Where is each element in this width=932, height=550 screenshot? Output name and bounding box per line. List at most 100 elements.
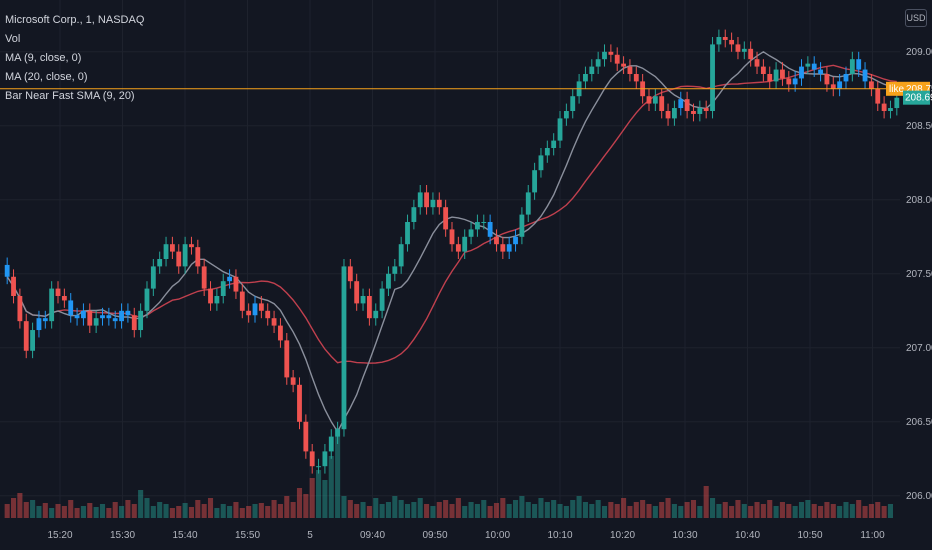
volume-bar: [481, 500, 487, 518]
volume-bar: [246, 506, 252, 518]
volume-bar: [722, 502, 728, 518]
candle-body: [405, 222, 410, 245]
volume-bar: [449, 504, 455, 518]
candle-body: [544, 148, 550, 156]
volume-bar: [652, 506, 658, 518]
volume-bar: [265, 506, 271, 518]
volume-bar: [474, 504, 480, 518]
volume-bar: [716, 504, 722, 518]
candle-body: [805, 63, 811, 67]
x-tick-label: 5: [307, 530, 313, 541]
candle-body: [373, 310, 379, 319]
x-tick-label: 10:30: [672, 530, 697, 541]
legend-symbol[interactable]: Microsoft Corp., 1, NASDAQ: [5, 14, 145, 26]
chart-grid: [0, 0, 900, 518]
ma20-line: [6, 64, 897, 364]
legend-volume[interactable]: Vol: [5, 33, 21, 45]
y-tick-label: 206.50: [906, 417, 932, 428]
candle-body: [729, 39, 735, 45]
price-axis[interactable]: 209.00 208.50 208.00 207.50 207.00 206.50 206.…: [906, 47, 932, 502]
candle-body: [684, 99, 690, 111]
volume-bar: [735, 500, 741, 518]
volume-bar: [195, 500, 201, 518]
currency-button[interactable]: USD: [905, 9, 927, 27]
volume-bar: [430, 506, 436, 518]
candle-body: [868, 81, 874, 89]
volume-bar: [163, 504, 169, 518]
candle-body: [316, 466, 321, 468]
candle-body: [271, 318, 277, 326]
candle-body: [786, 78, 792, 85]
volume-bar: [830, 504, 836, 518]
candle-body: [646, 96, 652, 104]
candle-body: [494, 236, 499, 245]
candle-body: [519, 214, 525, 237]
candle-body: [475, 222, 480, 230]
candle-body: [347, 266, 353, 282]
x-tick-label: 10:10: [547, 530, 572, 541]
legend-ma9[interactable]: MA (9, close, 0): [5, 52, 82, 64]
x-tick-label: 15:50: [235, 530, 260, 541]
y-tick-label: 207.50: [906, 269, 932, 280]
volume-bar: [500, 498, 506, 518]
volume-bar: [589, 504, 595, 518]
candle-body: [341, 266, 347, 430]
candle-body: [17, 296, 23, 322]
volume-bar: [544, 502, 550, 518]
volume-bar: [309, 478, 315, 518]
candle-body: [189, 244, 194, 248]
candle-body: [691, 111, 696, 114]
y-tick-label: 207.00: [906, 343, 932, 354]
volume-bar: [462, 506, 468, 518]
candle-body: [398, 244, 404, 267]
candle-body: [881, 103, 887, 111]
volume-bar: [843, 502, 849, 518]
legend-indicator[interactable]: Bar Near Fast SMA (9, 20): [5, 90, 135, 102]
candle-body: [335, 429, 341, 437]
volume-bar: [868, 504, 874, 518]
candle-body: [144, 288, 150, 311]
candle-body: [303, 421, 309, 452]
volume-bar: [227, 506, 233, 518]
volume-bar: [557, 504, 563, 518]
y-tick-label: 208.50: [906, 121, 932, 132]
volume-bar: [621, 498, 627, 518]
volume-bar: [506, 504, 512, 518]
candle-body: [182, 244, 188, 267]
candle-body: [131, 315, 137, 331]
candle-body: [55, 288, 61, 296]
candle-body: [169, 244, 175, 252]
volume-bar: [271, 500, 277, 518]
candle-body: [392, 266, 398, 274]
candle-body: [328, 436, 334, 452]
candle-body: [722, 37, 728, 40]
volume-bar: [157, 502, 163, 518]
x-tick-label: 11:00: [860, 530, 885, 541]
volume-bar: [341, 496, 347, 518]
volume-bar: [258, 503, 264, 518]
time-axis[interactable]: 15:20 15:30 15:40 15:50 5 09:40 09:50 10:00 10:1…: [47, 530, 885, 541]
candle-body: [894, 97, 900, 109]
volume-bar: [335, 428, 341, 518]
volume-bar: [519, 496, 525, 518]
legend-ma20[interactable]: MA (20, close, 0): [5, 71, 88, 83]
volume-bar: [131, 504, 137, 518]
volume-bar: [811, 504, 817, 518]
volume-bar: [709, 498, 716, 518]
candle-body: [106, 315, 112, 319]
candle-body: [163, 244, 169, 259]
candle-body: [557, 118, 563, 141]
volume-bar: [411, 502, 417, 518]
candle-body: [227, 276, 233, 282]
candle-body: [563, 111, 569, 119]
candle-body: [741, 48, 747, 52]
volume-bar: [316, 470, 322, 518]
candle-body: [74, 315, 80, 319]
candle-body: [30, 330, 36, 351]
candle-body: [818, 69, 823, 74]
volume-bar: [513, 500, 519, 518]
volume-bar: [379, 504, 385, 518]
candle-body: [36, 318, 42, 331]
candle-body: [748, 48, 754, 60]
